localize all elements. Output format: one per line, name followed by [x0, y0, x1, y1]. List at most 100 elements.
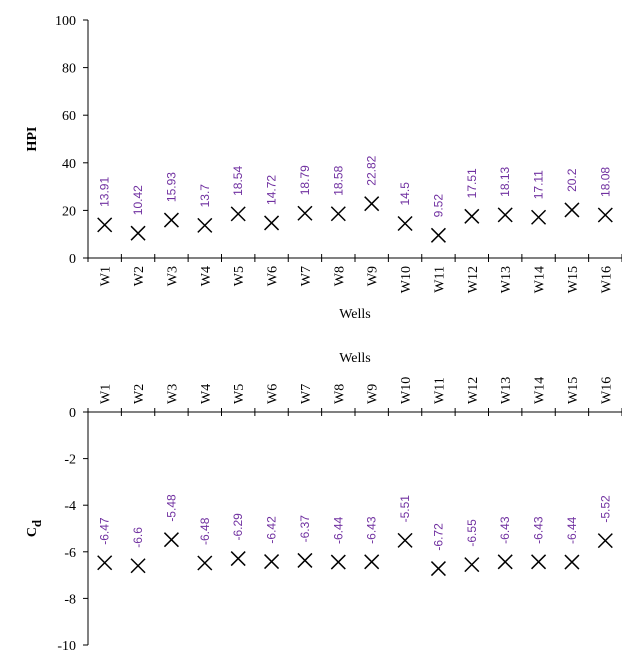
marker [397, 215, 413, 232]
marker [264, 554, 280, 570]
x-tick-label: W4 [199, 384, 214, 404]
y-tick-label: -2 [64, 453, 76, 468]
value-label: 18.08 [598, 167, 612, 197]
marker [364, 554, 380, 570]
value-label: 14.72 [265, 175, 279, 205]
y-tick-label: 0 [69, 252, 76, 267]
value-label: -6.44 [331, 516, 345, 544]
x-tick-label: W13 [499, 266, 514, 293]
x-tick-label: W8 [332, 266, 347, 286]
marker [397, 532, 413, 548]
marker [564, 202, 580, 218]
x-tick-label: W11 [432, 377, 447, 404]
value-label: -6.44 [565, 516, 579, 544]
marker [497, 207, 513, 223]
y-tick-label: 40 [62, 157, 76, 172]
x-tick-label: W3 [165, 266, 180, 286]
y-tick-label: -6 [64, 546, 76, 561]
marker [531, 209, 547, 225]
y-tick-label: 0 [69, 406, 76, 421]
y-axis-label-sub: d [29, 519, 44, 527]
x-tick-label: W8 [332, 384, 347, 404]
x-tick-label: W15 [566, 377, 581, 404]
y-axis-label: Cd [25, 519, 44, 537]
value-label: -6.42 [265, 516, 279, 544]
y-axis-label: HPI [25, 127, 40, 152]
x-tick-label: W6 [266, 266, 281, 286]
value-label: -6.29 [231, 513, 245, 541]
x-tick-label: W10 [399, 266, 414, 293]
y-tick-label: -10 [57, 639, 76, 650]
y-tick-label: 100 [55, 14, 76, 29]
marker [297, 552, 313, 568]
x-tick-label: W14 [533, 377, 548, 404]
marker [197, 555, 213, 571]
x-tick-label: W14 [533, 266, 548, 293]
marker [430, 561, 446, 577]
marker [330, 554, 346, 570]
value-label: 15.93 [164, 172, 178, 202]
x-tick-label: W2 [132, 266, 147, 286]
value-label: 10.42 [131, 185, 145, 215]
value-label: 17.51 [465, 168, 479, 198]
marker [430, 227, 446, 243]
marker [597, 207, 613, 223]
x-tick-label: W1 [99, 266, 114, 286]
x-tick-label: W10 [399, 377, 414, 404]
y-tick-label: -8 [64, 592, 76, 607]
marker [130, 225, 146, 241]
marker [230, 551, 246, 567]
x-axis-label: Wells [339, 307, 371, 322]
marker [597, 533, 613, 549]
x-tick-label: W16 [599, 377, 614, 404]
value-label: -5.52 [598, 495, 612, 523]
marker [297, 205, 313, 221]
marker [464, 208, 480, 224]
x-axis-label: Wells [339, 351, 371, 366]
value-label: -6.55 [465, 519, 479, 547]
marker [564, 554, 580, 570]
marker [264, 215, 280, 231]
y-tick-label: 20 [62, 204, 76, 219]
x-tick-label: W2 [132, 384, 147, 404]
x-tick-label: W5 [232, 266, 247, 286]
value-label: 13.91 [98, 177, 112, 207]
x-tick-label: W12 [466, 377, 481, 404]
value-label: -6.48 [198, 517, 212, 545]
value-label: -6.47 [98, 517, 112, 545]
y-axis-label-main: HPI [25, 127, 40, 152]
x-tick-label: W9 [366, 266, 381, 286]
x-tick-label: W5 [232, 384, 247, 404]
marker [230, 206, 246, 222]
x-tick-label: W12 [466, 266, 481, 293]
x-tick-label: W15 [566, 266, 581, 293]
x-tick-label: W13 [499, 377, 514, 404]
value-label: -6.6 [131, 527, 145, 548]
x-tick-label: W3 [165, 384, 180, 404]
marker [97, 555, 113, 571]
y-tick-label: 80 [62, 62, 76, 77]
marker [130, 558, 146, 574]
x-tick-label: W16 [599, 266, 614, 293]
value-label: -6.37 [298, 515, 312, 543]
marker [330, 206, 346, 222]
value-label: -5.48 [164, 494, 178, 522]
value-label: 18.79 [298, 165, 312, 195]
y-tick-label: 60 [62, 109, 76, 124]
x-tick-label: W11 [432, 266, 447, 293]
value-label: -6.43 [365, 516, 379, 544]
x-tick-label: W9 [366, 384, 381, 404]
marker [163, 212, 179, 228]
marker [364, 196, 380, 212]
value-label: 18.54 [231, 166, 245, 196]
y-axis-label-main: C [25, 527, 40, 537]
marker [497, 554, 513, 570]
marker [163, 532, 179, 548]
marker [197, 217, 213, 233]
value-label: -6.43 [498, 516, 512, 544]
value-label: 18.13 [498, 166, 512, 196]
value-label: 22.82 [365, 155, 379, 185]
marker [97, 217, 113, 233]
value-label: 18.58 [331, 165, 345, 195]
